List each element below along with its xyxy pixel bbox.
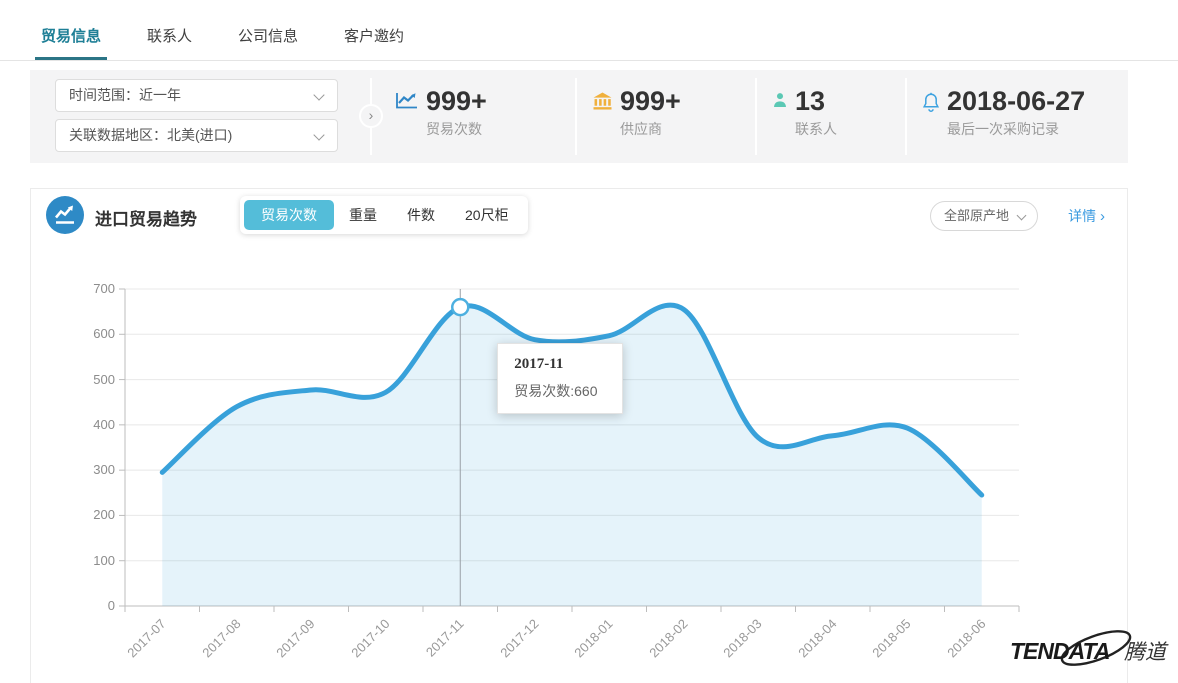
trend-badge-icon [46, 196, 84, 239]
metric-tab-weight[interactable]: 重量 [349, 207, 377, 223]
tab-trade-info[interactable]: 贸易信息 [35, 25, 108, 60]
origin-filter-value: 全部原产地 [943, 208, 1009, 223]
stat-label: 联系人 [795, 121, 837, 137]
region-value: 关联数据地区：北美(进口) [69, 127, 233, 143]
metric-tab-pieces[interactable]: 件数 [407, 207, 435, 223]
tooltip-value: 贸易次数:660 [514, 383, 598, 400]
trend-chart[interactable]: 0 100 200 300 400 500 600 700 2017-07 2017-08 201… [31, 241, 1127, 683]
import-trend-card: 进口贸易趋势 贸易次数 重量 件数 20尺柜 全部原产地 详情 › 0 100 20… [30, 188, 1128, 683]
bank-icon [593, 92, 612, 115]
stat-last-purchase: 2018-06-27 最后一次采购记录 [905, 78, 1128, 155]
metric-tab-20ft[interactable]: 20尺柜 [465, 207, 509, 223]
trend-chart-icon [396, 92, 418, 114]
region-select[interactable]: 关联数据地区：北美(进口) [55, 119, 338, 152]
stat-value: 13 [795, 86, 826, 116]
tendata-logo: TENDATA 腾道 [1008, 626, 1170, 681]
filter-stats-panel: 时间范围：近一年 关联数据地区：北美(进口) › [30, 70, 1128, 163]
stat-label: 供应商 [620, 121, 662, 137]
stats-row: 999+ 贸易次数 [380, 70, 1128, 163]
trend-chart-svg [119, 288, 1020, 612]
origin-filter-select[interactable]: 全部原产地 [929, 201, 1038, 231]
stat-value: 2018-06-27 [947, 86, 1086, 116]
chevron-down-icon [1016, 210, 1027, 221]
top-tabbar: 贸易信息 联系人 公司信息 客户邀约 [0, 0, 1178, 61]
time-range-value: 时间范围：近一年 [69, 87, 181, 103]
stat-contacts: 13 联系人 [755, 78, 905, 155]
chart-tooltip: 2017-11 贸易次数:660 [497, 343, 624, 415]
chevron-down-icon [313, 89, 325, 101]
chevron-right-icon: › [1100, 208, 1105, 225]
bell-icon [922, 92, 940, 117]
tab-company-info[interactable]: 公司信息 [238, 28, 299, 45]
stat-label: 最后一次采购记录 [947, 121, 1059, 137]
stat-value: 999+ [620, 86, 681, 116]
tab-contacts[interactable]: 联系人 [147, 28, 193, 45]
chevron-down-icon [313, 129, 325, 141]
metric-tab-group: 贸易次数 重量 件数 20尺柜 [240, 196, 528, 234]
logo-text-cn: 腾道 [1124, 640, 1169, 664]
stat-value: 999+ [426, 86, 487, 116]
tooltip-title: 2017-11 [514, 356, 564, 373]
metric-tab-trade-count[interactable]: 贸易次数 [244, 200, 334, 230]
detail-link[interactable]: 详情 › [1068, 208, 1105, 225]
chart-title: 进口贸易趋势 [95, 210, 197, 229]
person-icon [773, 92, 787, 113]
expand-filters-button[interactable]: › [359, 104, 383, 128]
tab-customer-invite[interactable]: 客户邀约 [344, 28, 405, 45]
logo-text-en: TENDATA [1010, 638, 1109, 664]
stat-label: 贸易次数 [426, 121, 482, 137]
stat-trade-count: 999+ 贸易次数 [380, 70, 575, 163]
time-range-select[interactable]: 时间范围：近一年 [55, 79, 338, 112]
stat-suppliers: 999+ 供应商 [575, 78, 755, 155]
